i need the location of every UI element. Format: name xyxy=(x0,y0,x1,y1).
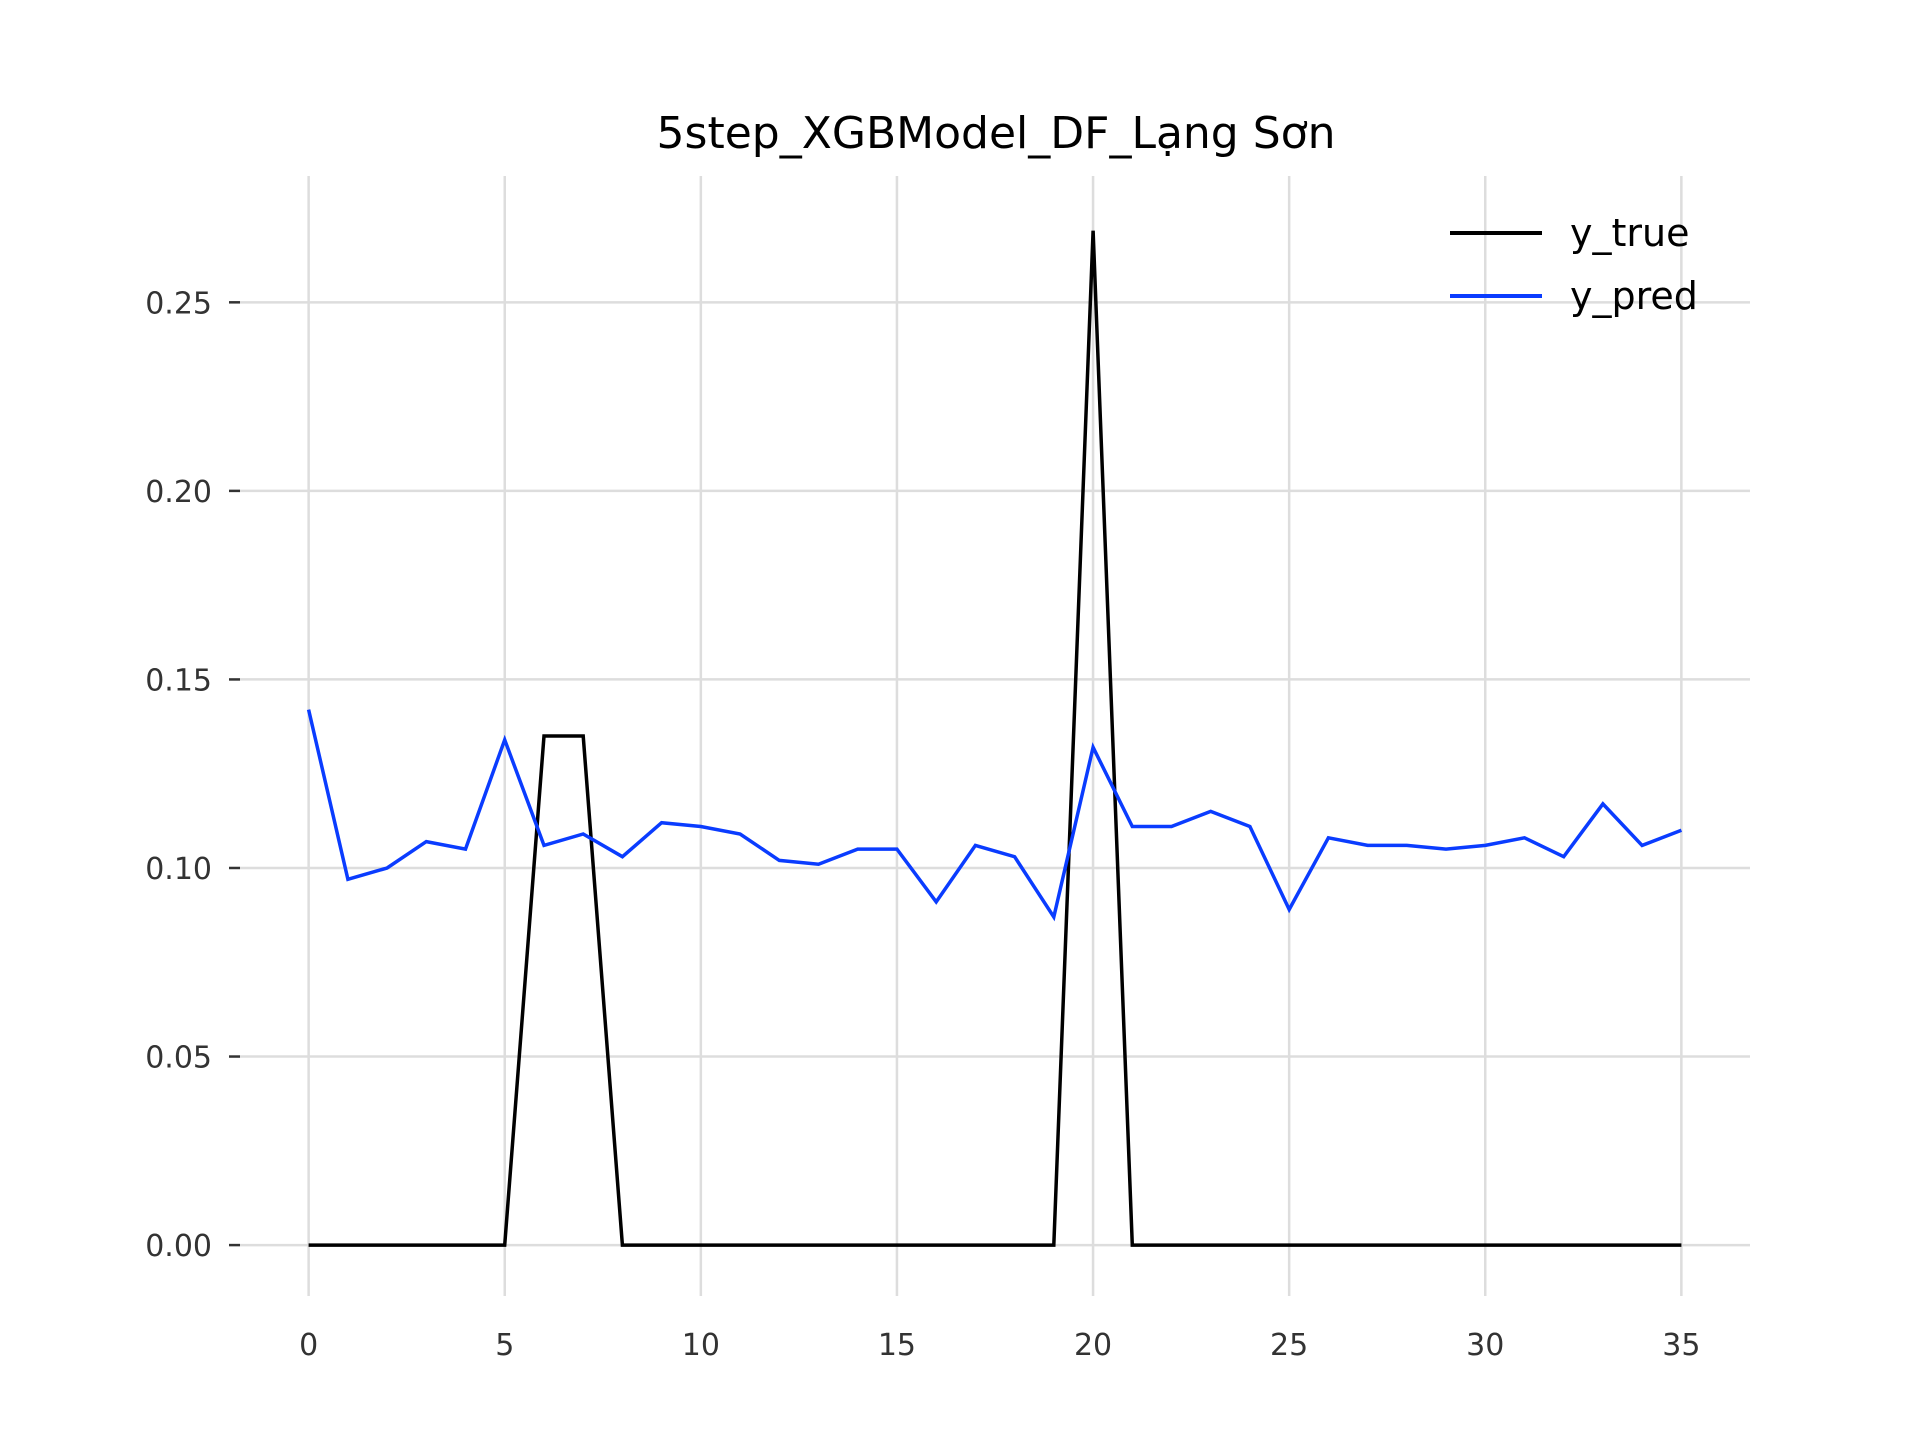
y-tick-label: 0.20 xyxy=(145,475,212,510)
legend-label: y_true xyxy=(1570,211,1689,255)
chart-title: 5step_XGBModel_DF_Lạng Sơn xyxy=(657,108,1336,159)
series-line-y-pred xyxy=(306,709,1683,922)
x-tick-label: 25 xyxy=(1270,1328,1308,1363)
legend: y_true y_pred xyxy=(1450,211,1698,318)
series-lines xyxy=(306,230,1683,1247)
series-line-y-true xyxy=(308,230,1682,1247)
legend-label: y_pred xyxy=(1570,274,1698,318)
y-tick-label: 0.00 xyxy=(145,1229,212,1264)
y-tick-label: 0.25 xyxy=(145,286,212,321)
x-tick-label: 15 xyxy=(878,1328,916,1363)
x-tick-label: 30 xyxy=(1466,1328,1504,1363)
y-tick-label: 0.15 xyxy=(145,663,212,698)
y-tick-label: 0.10 xyxy=(145,852,212,887)
x-tick-label: 0 xyxy=(299,1328,318,1363)
x-tick-label: 20 xyxy=(1074,1328,1112,1363)
y-tick-label: 0.05 xyxy=(145,1041,212,1076)
x-tick-label: 10 xyxy=(682,1328,720,1363)
axes: 0 5 10 15 20 25 30 35 0.00 0.05 0.10 0.15 0.20 0.25 xyxy=(145,286,1700,1363)
x-tick-label: 5 xyxy=(495,1328,514,1363)
x-tick-label: 35 xyxy=(1662,1328,1700,1363)
